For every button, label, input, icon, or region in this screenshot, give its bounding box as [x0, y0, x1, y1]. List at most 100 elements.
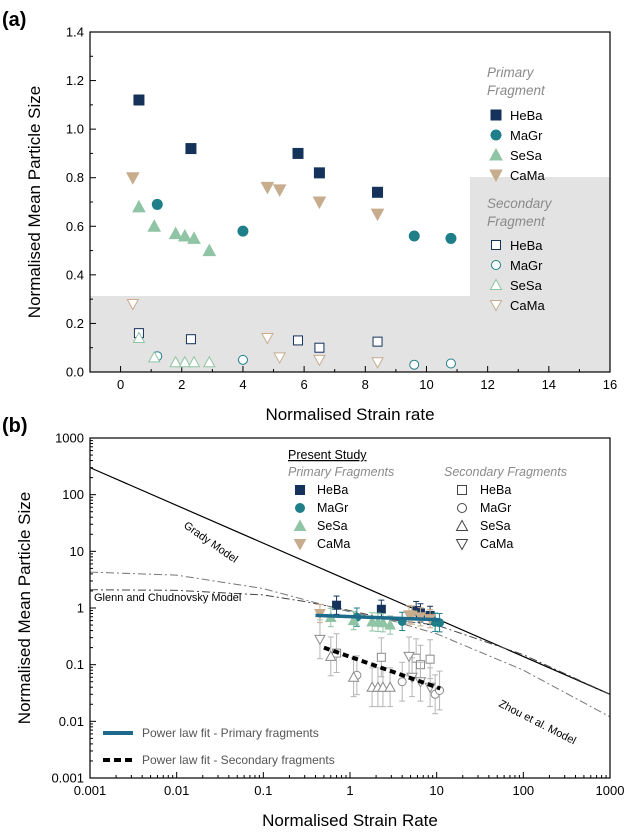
b-point-secondary-magr [397, 677, 407, 687]
a-point-secondary-cama [126, 299, 140, 311]
b-xtick-label: 1 [346, 783, 353, 798]
legend-a-primary-magr: MaGr [510, 128, 543, 143]
legend-a-secondary-cama: CaMa [510, 298, 545, 313]
legend-b-primary-magr: MaGr [317, 501, 348, 515]
a-ytick-label: 0.2 [66, 316, 84, 331]
a-xtick-label: 6 [301, 377, 308, 392]
secondary-power-fit-line [323, 645, 441, 691]
a-point-primary-heba [292, 147, 304, 159]
legend-b-primary-heba: HeBa [317, 483, 348, 497]
legend-b-secondary-marker-sesa [455, 519, 469, 531]
legend-b-primary-marker-heba [295, 485, 305, 495]
legend-b-secondary-marker-magr [457, 503, 467, 513]
legend-a-secondary-marker-cama [489, 300, 503, 312]
b-xtick-label: 0.1 [254, 783, 272, 798]
legend-b-secondary-cama: CaMa [480, 537, 513, 551]
a-point-secondary-heba [314, 342, 325, 353]
a-xtick-label: 12 [480, 377, 494, 392]
a-point-secondary-cama [273, 352, 286, 364]
b-point-secondary-sesa [384, 681, 396, 692]
a-xtick-label: 4 [239, 377, 246, 392]
legend-a-secondary-heba: HeBa [510, 238, 543, 253]
legend-b-primary-marker-magr [295, 503, 305, 513]
b-xtick-label: 1000 [596, 783, 625, 798]
b-xtick-label: 0.01 [164, 783, 189, 798]
b-point-primary-cama [406, 610, 418, 622]
b-point-primary-heba [376, 604, 386, 614]
panel-b-power-fits [315, 613, 441, 691]
a-point-secondary-magr [445, 358, 456, 369]
a-point-primary-heba [185, 143, 197, 155]
a-point-secondary-heba [372, 336, 383, 347]
b-point-primary-heba [332, 600, 342, 610]
a-point-secondary-cama [371, 357, 384, 369]
panel-a-ylabel: Normalised Mean Particle Size [25, 86, 44, 318]
a-xtick-label: 8 [362, 377, 369, 392]
a-point-primary-sesa [177, 228, 192, 242]
a-point-primary-cama [260, 181, 275, 195]
a-xtick-label: 16 [603, 377, 617, 392]
legend-a-secondary-magr: MaGr [510, 258, 543, 273]
a-point-secondary-sesa [132, 331, 146, 343]
a-point-primary-sesa [187, 231, 201, 244]
a-point-secondary-sesa [178, 355, 192, 368]
a-point-secondary-heba [185, 334, 196, 345]
panel-a-legend-markers [489, 109, 503, 312]
a-point-primary-cama [125, 172, 140, 185]
grady-model-line [89, 467, 611, 695]
a-ytick-label: 0.6 [66, 219, 84, 234]
primary-power-fit-line [315, 613, 441, 622]
legend-a-secondary-title-2: Fragment [487, 214, 546, 229]
legend-a-secondary-marker-heba [491, 240, 501, 250]
a-xtick-label: 14 [542, 377, 556, 392]
legend-a-primary-sesa: SeSa [510, 148, 543, 163]
legend-b-primary-cama: CaMa [317, 537, 350, 551]
a-point-secondary-sesa [147, 350, 161, 363]
panel-b-frame [89, 437, 611, 779]
a-point-primary-sesa [147, 219, 162, 232]
b-point-secondary-sesa [347, 671, 360, 682]
glenn-chudnovsky-model-line [89, 589, 611, 695]
legend-b-secondary-heba: HeBa [480, 483, 511, 497]
a-ytick-label: 1.0 [66, 122, 84, 137]
b-ytick-label: 0.1 [66, 657, 84, 672]
legend-a-secondary-marker-magr [491, 260, 501, 270]
a-point-primary-magr [445, 232, 457, 244]
a-point-primary-heba [313, 167, 325, 179]
legend-b-secondary-title: Secondary Fragments [444, 465, 567, 479]
panel-a-shade-right [470, 177, 610, 296]
legend-b-secondary-magr: MaGr [480, 501, 511, 515]
panel-a-points [125, 94, 457, 370]
a-ytick-label: 1.2 [66, 73, 84, 88]
b-point-secondary-sesa [324, 650, 337, 661]
legend-b-secondary-sesa: SeSa [480, 519, 511, 533]
a-ytick-label: 0.4 [66, 267, 84, 282]
legend-b-primary-marker-sesa [293, 519, 307, 531]
a-point-secondary-magr [409, 359, 420, 370]
panel-b-xlabel: Normalised Strain Rate [262, 811, 438, 830]
panel-a-xlabel: Normalised Strain rate [265, 405, 434, 424]
a-point-primary-magr [408, 230, 420, 242]
legend-a-secondary-sesa: SeSa [510, 278, 543, 293]
panel-a-label: (a) [2, 9, 26, 31]
a-point-primary-sesa [202, 243, 217, 257]
panel-b-label: (b) [2, 415, 28, 437]
a-point-secondary-cama [313, 354, 326, 367]
legend-b-primary-marker-cama [293, 539, 307, 551]
legend-a-primary-marker-cama [489, 169, 503, 183]
b-point-primary-sesa [347, 614, 360, 626]
b-ytick-label: 0.01 [59, 714, 84, 729]
a-xtick-label: 0 [117, 377, 124, 392]
b-ytick-label: 0.001 [51, 771, 84, 786]
panel-a-ticks: 0 2 4 6 8 10 12 14 16 0.0 0.2 0.4 0.6 0.8 1.0 1.2 1.4 [66, 25, 617, 393]
b-point-secondary-sesa [377, 681, 389, 692]
a-point-secondary-sesa [187, 355, 201, 368]
glenn-chudnovsky-model-label: Glenn and Chudnovsky Model [94, 592, 241, 604]
panel-b-plot-area [90, 438, 610, 778]
zhou-model-line [89, 571, 611, 718]
a-point-secondary-cama [261, 333, 274, 345]
panel-b: (b) 0.001 0.01 0.1 1 10 100 1000 0.001 0.01 0.1 1 1… [2, 415, 624, 830]
a-ytick-label: 0.8 [66, 170, 84, 185]
a-point-secondary-sesa [202, 355, 216, 368]
legend-a-primary-title-2: Fragment [487, 83, 546, 98]
